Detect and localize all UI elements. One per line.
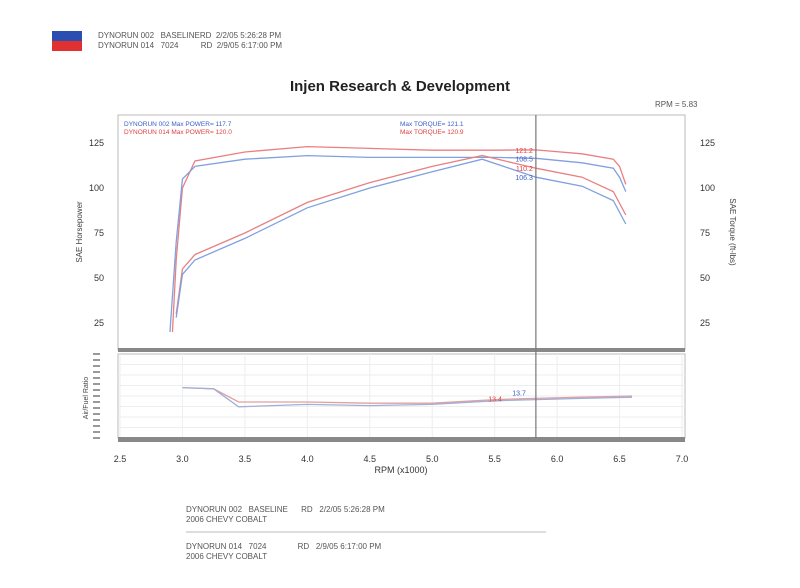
run2-swatch [52, 41, 82, 51]
legend-entry: DYNORUN 014 Max POWER= 120.0 [124, 129, 232, 136]
afr-series-line [182, 386, 633, 404]
y-right-tick-label: 25 [700, 318, 710, 328]
afr-axis-label: Air/Fuel Ratio [83, 377, 90, 420]
y-left-axis-label: SAE Horsepower [75, 201, 84, 263]
afr-tick-mark [93, 425, 100, 427]
legend-entry: Max TORQUE= 121.1 [400, 121, 464, 128]
afr-tick-mark [93, 353, 100, 355]
y-right-tick-label: 125 [700, 138, 715, 148]
top-series-line [171, 145, 627, 333]
legend-entry: DYNORUN 002 Max POWER= 117.7 [124, 121, 232, 128]
top-series-line [175, 154, 627, 315]
footer-divider [186, 531, 546, 533]
footer-run2-line2: 2006 CHEVY COBALT [186, 552, 268, 561]
x-axis-label: RPM (x1000) [374, 465, 427, 475]
footer-run1-line1: DYNORUN 002 BASELINE RD 2/2/05 5:26:28 P… [186, 505, 385, 514]
afr-tick-mark [93, 395, 100, 397]
y-left-tick-label: 25 [94, 318, 104, 328]
y-right-axis-label: SAE Torque (ft-lbs) [728, 198, 737, 266]
top-series-line [169, 154, 627, 333]
footer-run2-line1: DYNORUN 014 7024 RD 2/9/05 6:17:00 PM [186, 542, 382, 551]
top-plot-frame [117, 114, 686, 351]
x-tick-label: 5.5 [488, 454, 501, 464]
x-tick-label: 3.0 [176, 454, 189, 464]
cursor-value-label: 110.2 [516, 166, 533, 173]
panel-separator [118, 348, 685, 352]
cursor-value-label: 106.3 [515, 175, 533, 182]
y-left-tick-label: 75 [94, 228, 104, 238]
run1-swatch [52, 31, 82, 41]
header-run2: DYNORUN 014 7024 RD 2/9/05 6:17:00 PM [98, 41, 283, 50]
legend-entry: Max TORQUE= 120.9 [400, 129, 464, 136]
cursor-value-label: 121.2 [515, 148, 533, 155]
x-tick-label: 4.5 [364, 454, 377, 464]
y-right-tick-label: 75 [700, 228, 710, 238]
x-tick-label: 7.0 [676, 454, 689, 464]
afr-tick-mark [93, 359, 100, 361]
afr-tick-mark [93, 419, 100, 421]
header-run1: DYNORUN 002 BASELINERD 2/2/05 5:26:28 PM [98, 31, 282, 40]
y-right-tick-label: 100 [700, 183, 715, 193]
x-tick-label: 4.0 [301, 454, 314, 464]
afr-tick-mark [93, 377, 100, 379]
cursor-readout: RPM = 5.83 [655, 100, 698, 109]
cursor-value-label: 108.5 [515, 156, 533, 163]
y-left-tick-label: 125 [89, 138, 104, 148]
run-color-swatch [52, 31, 82, 51]
bottom-axis-bar [118, 437, 685, 442]
afr-cursor-value-label: 13.4 [488, 396, 502, 403]
top-series-line [175, 158, 627, 318]
x-tick-label: 6.0 [551, 454, 564, 464]
afr-tick-mark [93, 413, 100, 415]
afr-tick-mark [93, 407, 100, 409]
y-left-tick-label: 50 [94, 273, 104, 283]
afr-tick-mark [93, 401, 100, 403]
y-left-tick-label: 100 [89, 183, 104, 193]
x-tick-label: 6.5 [613, 454, 626, 464]
afr-tick-mark [93, 365, 100, 367]
afr-cursor-value-label: 13.7 [512, 390, 526, 397]
afr-tick-mark [93, 431, 100, 433]
afr-tick-mark [93, 371, 100, 373]
x-tick-label: 2.5 [114, 454, 127, 464]
afr-tick-mark [93, 383, 100, 385]
afr-tick-mark [93, 437, 100, 439]
x-tick-label: 3.5 [239, 454, 252, 464]
afr-series-line [182, 386, 633, 408]
afr-tick-mark [93, 389, 100, 391]
y-right-tick-label: 50 [700, 273, 710, 283]
chart-title: Injen Research & Development [289, 78, 511, 95]
footer-run1-line2: 2006 CHEVY COBALT [186, 515, 268, 524]
x-tick-label: 5.0 [426, 454, 439, 464]
